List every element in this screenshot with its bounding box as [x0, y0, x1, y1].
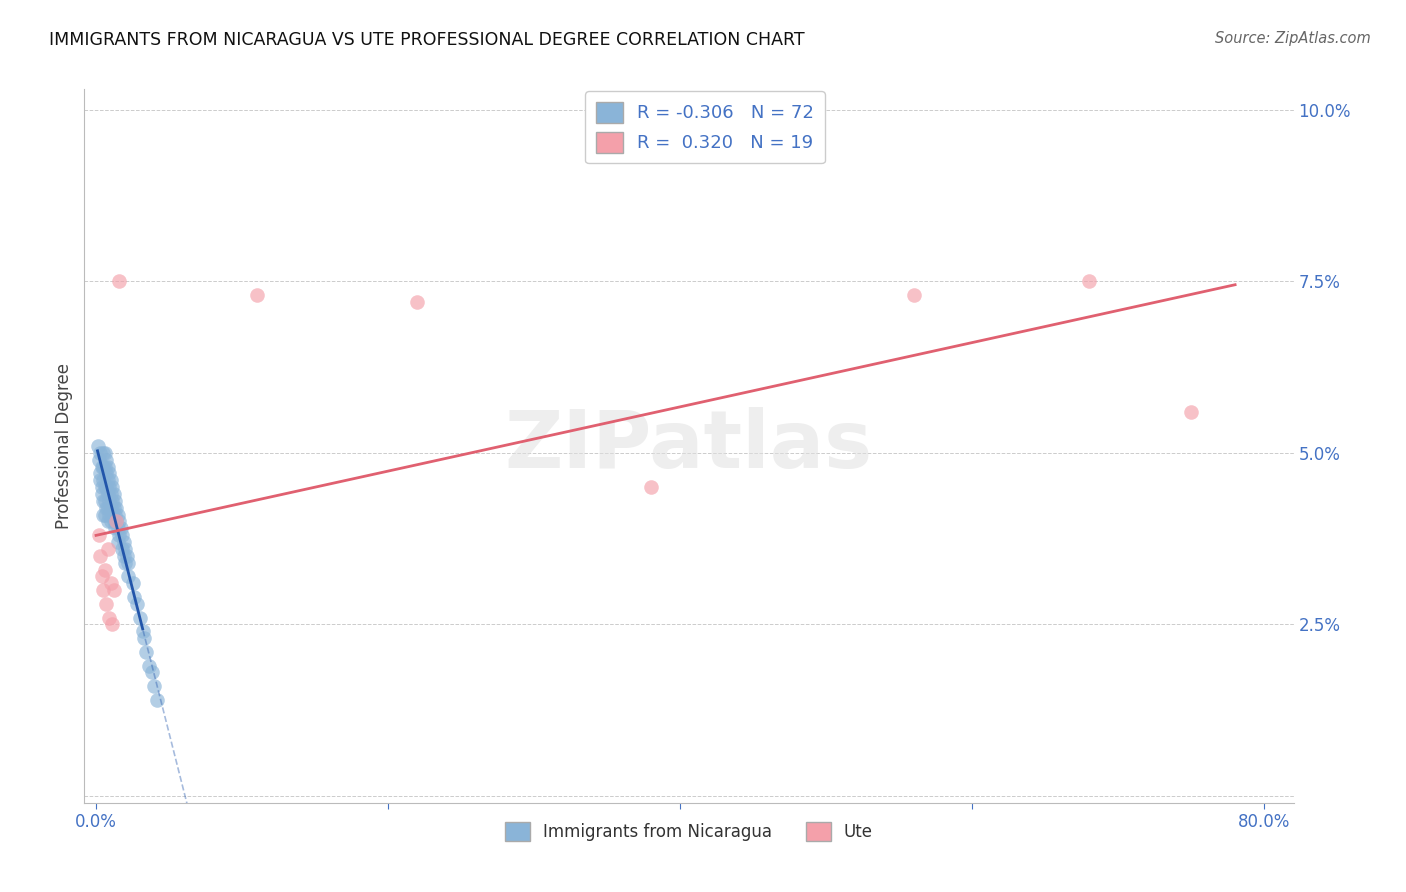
Point	[87, 452, 110, 467]
Point	[96, 500, 118, 515]
Point	[89, 467, 111, 481]
Point	[97, 487, 120, 501]
Point	[93, 459, 115, 474]
Point	[89, 549, 111, 563]
Point	[903, 288, 925, 302]
Point	[125, 597, 148, 611]
Point	[128, 610, 150, 624]
Point	[112, 535, 135, 549]
Point	[101, 617, 124, 632]
Point	[97, 515, 120, 529]
Point	[100, 576, 122, 591]
Point	[94, 508, 117, 522]
Point	[111, 541, 134, 556]
Point	[103, 583, 125, 598]
Point	[132, 624, 155, 639]
Point	[406, 294, 429, 309]
Point	[96, 480, 118, 494]
Point	[246, 288, 269, 302]
Point	[121, 576, 143, 591]
Point	[111, 528, 134, 542]
Point	[100, 487, 122, 501]
Point	[89, 446, 111, 460]
Legend: Immigrants from Nicaragua, Ute: Immigrants from Nicaragua, Ute	[498, 815, 880, 848]
Point	[86, 439, 108, 453]
Point	[146, 693, 169, 707]
Point	[105, 515, 128, 529]
Point	[640, 480, 662, 494]
Point	[115, 549, 138, 563]
Point	[110, 521, 132, 535]
Point	[93, 583, 115, 598]
Point	[94, 446, 117, 460]
Point	[93, 446, 115, 460]
Point	[104, 521, 127, 535]
Point	[141, 665, 163, 680]
Point	[104, 508, 127, 522]
Point	[105, 515, 128, 529]
Point	[96, 597, 118, 611]
Point	[100, 515, 122, 529]
Point	[103, 515, 125, 529]
Point	[103, 500, 125, 515]
Point	[94, 459, 117, 474]
Y-axis label: Professional Degree: Professional Degree	[55, 363, 73, 529]
Point	[114, 541, 136, 556]
Point	[98, 467, 121, 481]
Point	[97, 473, 120, 487]
Point	[100, 473, 122, 487]
Point	[101, 508, 124, 522]
Point	[134, 631, 156, 645]
Point	[117, 556, 139, 570]
Point	[90, 459, 112, 474]
Point	[108, 528, 131, 542]
Point	[97, 541, 120, 556]
Point	[1180, 405, 1202, 419]
Point	[143, 679, 166, 693]
Point	[89, 473, 111, 487]
Point	[107, 535, 129, 549]
Point	[90, 487, 112, 501]
Text: Source: ZipAtlas.com: Source: ZipAtlas.com	[1215, 31, 1371, 46]
Point	[96, 467, 118, 481]
Point	[122, 590, 145, 604]
Point	[98, 508, 121, 522]
Point	[94, 562, 117, 576]
Point	[97, 500, 120, 515]
Point	[93, 508, 115, 522]
Point	[112, 549, 135, 563]
Point	[108, 515, 131, 529]
Point	[117, 569, 139, 583]
Point	[98, 494, 121, 508]
Point	[93, 494, 115, 508]
Point	[93, 473, 115, 487]
Point	[100, 500, 122, 515]
Point	[107, 521, 129, 535]
Text: ZIPatlas: ZIPatlas	[505, 407, 873, 485]
Point	[114, 556, 136, 570]
Point	[103, 487, 125, 501]
Point	[98, 480, 121, 494]
Point	[87, 528, 110, 542]
Point	[108, 274, 131, 288]
Point	[104, 494, 127, 508]
Text: IMMIGRANTS FROM NICARAGUA VS UTE PROFESSIONAL DEGREE CORRELATION CHART: IMMIGRANTS FROM NICARAGUA VS UTE PROFESS…	[49, 31, 804, 49]
Point	[101, 494, 124, 508]
Point	[1078, 274, 1101, 288]
Point	[97, 459, 120, 474]
Point	[107, 508, 129, 522]
Point	[98, 610, 121, 624]
Point	[105, 500, 128, 515]
Point	[101, 480, 124, 494]
Point	[94, 480, 117, 494]
Point	[90, 480, 112, 494]
Point	[135, 645, 157, 659]
Point	[138, 658, 160, 673]
Point	[96, 452, 118, 467]
Point	[94, 494, 117, 508]
Point	[90, 569, 112, 583]
